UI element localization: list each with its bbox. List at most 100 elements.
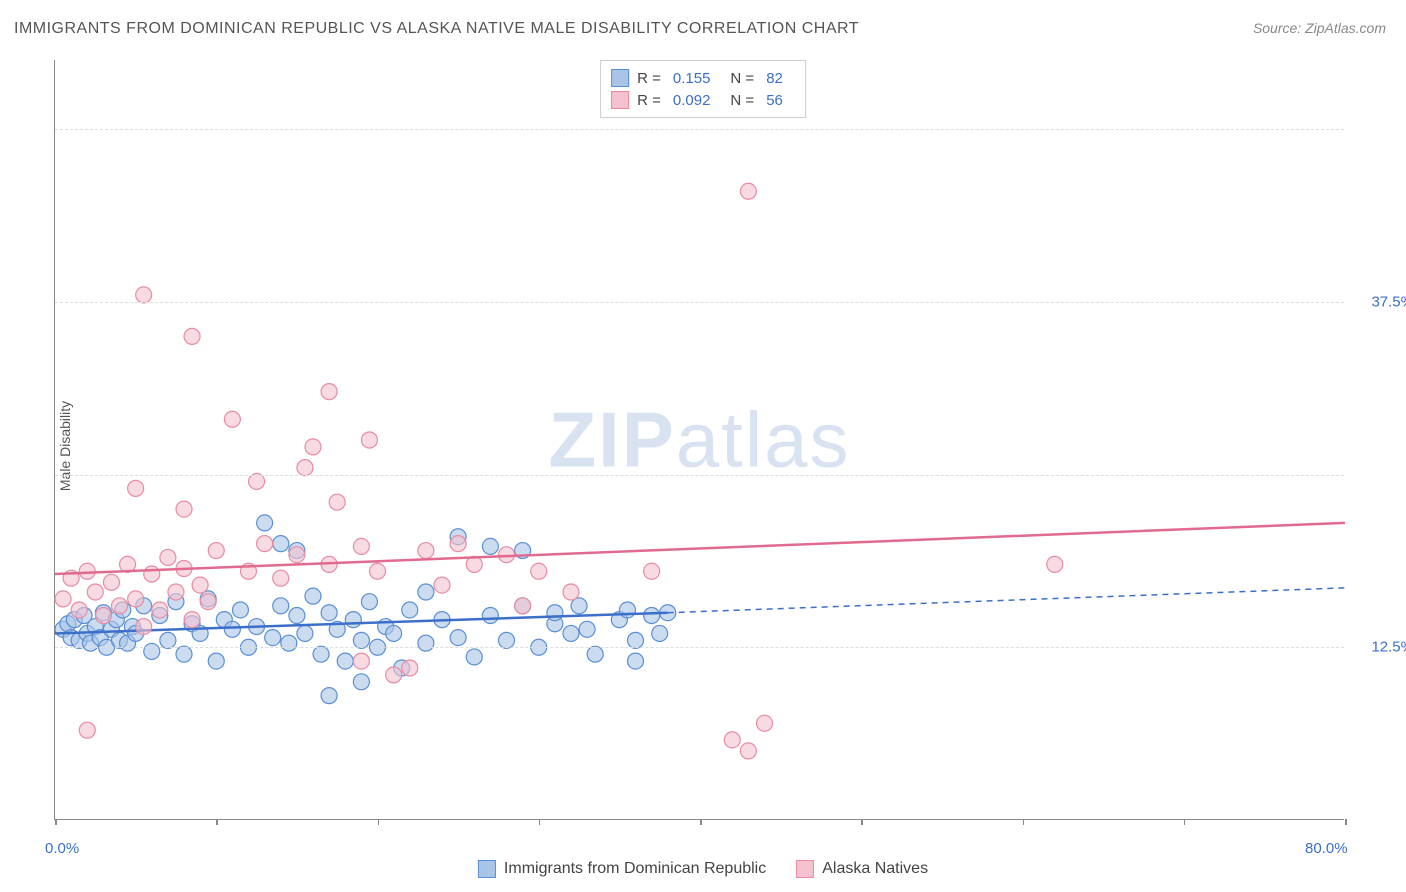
data-point-alaska [353,653,369,669]
data-point-alaska [724,732,740,748]
data-point-alaska [200,594,216,610]
n-value: 82 [766,70,783,87]
gridline [55,302,1344,303]
data-point-alaska [257,536,273,552]
data-point-dominican [587,646,603,662]
data-point-dominican [313,646,329,662]
data-point-dominican [305,588,321,604]
data-point-alaska [160,549,176,565]
r-label: R = [637,70,661,87]
x-tick-mark [1345,819,1347,825]
data-point-alaska [152,602,168,618]
data-point-alaska [757,715,773,731]
x-tick-mark [378,819,380,825]
data-point-alaska [87,584,103,600]
x-tick-mark [700,819,702,825]
legend-series: Immigrants from Dominican Republic Alaska… [478,860,928,878]
data-point-alaska [644,563,660,579]
data-point-dominican [224,621,240,637]
swatch-dominican [611,69,629,87]
data-point-dominican [361,594,377,610]
data-point-alaska [112,598,128,614]
n-label: N = [730,70,754,87]
data-point-alaska [1047,556,1063,572]
data-point-alaska [563,584,579,600]
data-point-alaska [95,607,111,623]
data-point-alaska [305,439,321,455]
x-tick-mark [216,819,218,825]
data-point-dominican [547,605,563,621]
y-tick-label: 37.5% [1371,293,1406,310]
data-point-alaska [224,411,240,427]
data-point-dominican [273,536,289,552]
data-point-alaska [128,480,144,496]
data-point-alaska [515,598,531,614]
data-point-alaska [353,538,369,554]
data-point-dominican [273,598,289,614]
data-point-alaska [740,743,756,759]
data-point-dominican [353,632,369,648]
data-point-alaska [386,667,402,683]
data-point-alaska [434,577,450,593]
x-tick-mark [861,819,863,825]
data-point-dominican [418,635,434,651]
swatch-alaska [611,91,629,109]
gridline [55,475,1344,476]
swatch-alaska [796,860,814,878]
y-tick-label: 12.5% [1371,639,1406,656]
data-point-dominican [579,621,595,637]
swatch-dominican [478,860,496,878]
data-point-dominican [337,653,353,669]
data-point-alaska [450,536,466,552]
data-point-dominican [466,649,482,665]
data-point-alaska [321,384,337,400]
data-point-dominican [628,653,644,669]
x-tick-label: 0.0% [45,840,79,857]
data-point-dominican [402,602,418,618]
data-point-alaska [144,566,160,582]
source-attribution: Source: ZipAtlas.com [1253,20,1386,36]
data-point-alaska [55,591,71,607]
data-point-alaska [531,563,547,579]
data-point-dominican [208,653,224,669]
n-label: N = [730,92,754,109]
data-point-alaska [289,547,305,563]
x-tick-label: 80.0% [1305,840,1348,857]
legend-label: Alaska Natives [822,860,928,878]
data-point-dominican [652,625,668,641]
legend-row-dominican: R =0.155N =82 [611,67,795,89]
data-point-alaska [361,432,377,448]
x-tick-mark [1184,819,1186,825]
data-point-dominican [450,630,466,646]
trend-line-alaska [55,523,1345,574]
data-point-alaska [273,570,289,586]
data-point-dominican [281,635,297,651]
data-point-dominican [144,643,160,659]
data-point-dominican [563,625,579,641]
data-point-dominican [353,674,369,690]
data-point-alaska [418,543,434,559]
data-point-dominican [257,515,273,531]
plot-svg [55,60,1344,819]
data-point-dominican [345,612,361,628]
data-point-alaska [329,494,345,510]
data-point-alaska [192,577,208,593]
data-point-alaska [71,602,87,618]
data-point-dominican [265,630,281,646]
trend-line-dashed-dominican [668,588,1345,613]
r-value: 0.092 [673,92,711,109]
data-point-alaska [297,460,313,476]
data-point-alaska [249,473,265,489]
data-point-alaska [176,501,192,517]
r-label: R = [637,92,661,109]
data-point-dominican [232,602,248,618]
data-point-dominican [321,688,337,704]
data-point-dominican [499,632,515,648]
x-tick-mark [1023,819,1025,825]
x-tick-mark [539,819,541,825]
data-point-alaska [79,563,95,579]
data-point-dominican [176,646,192,662]
data-point-dominican [628,632,644,648]
plot-area: ZIPatlas 12.5%37.5%0.0%80.0% [54,60,1344,820]
legend-label: Immigrants from Dominican Republic [504,860,766,878]
